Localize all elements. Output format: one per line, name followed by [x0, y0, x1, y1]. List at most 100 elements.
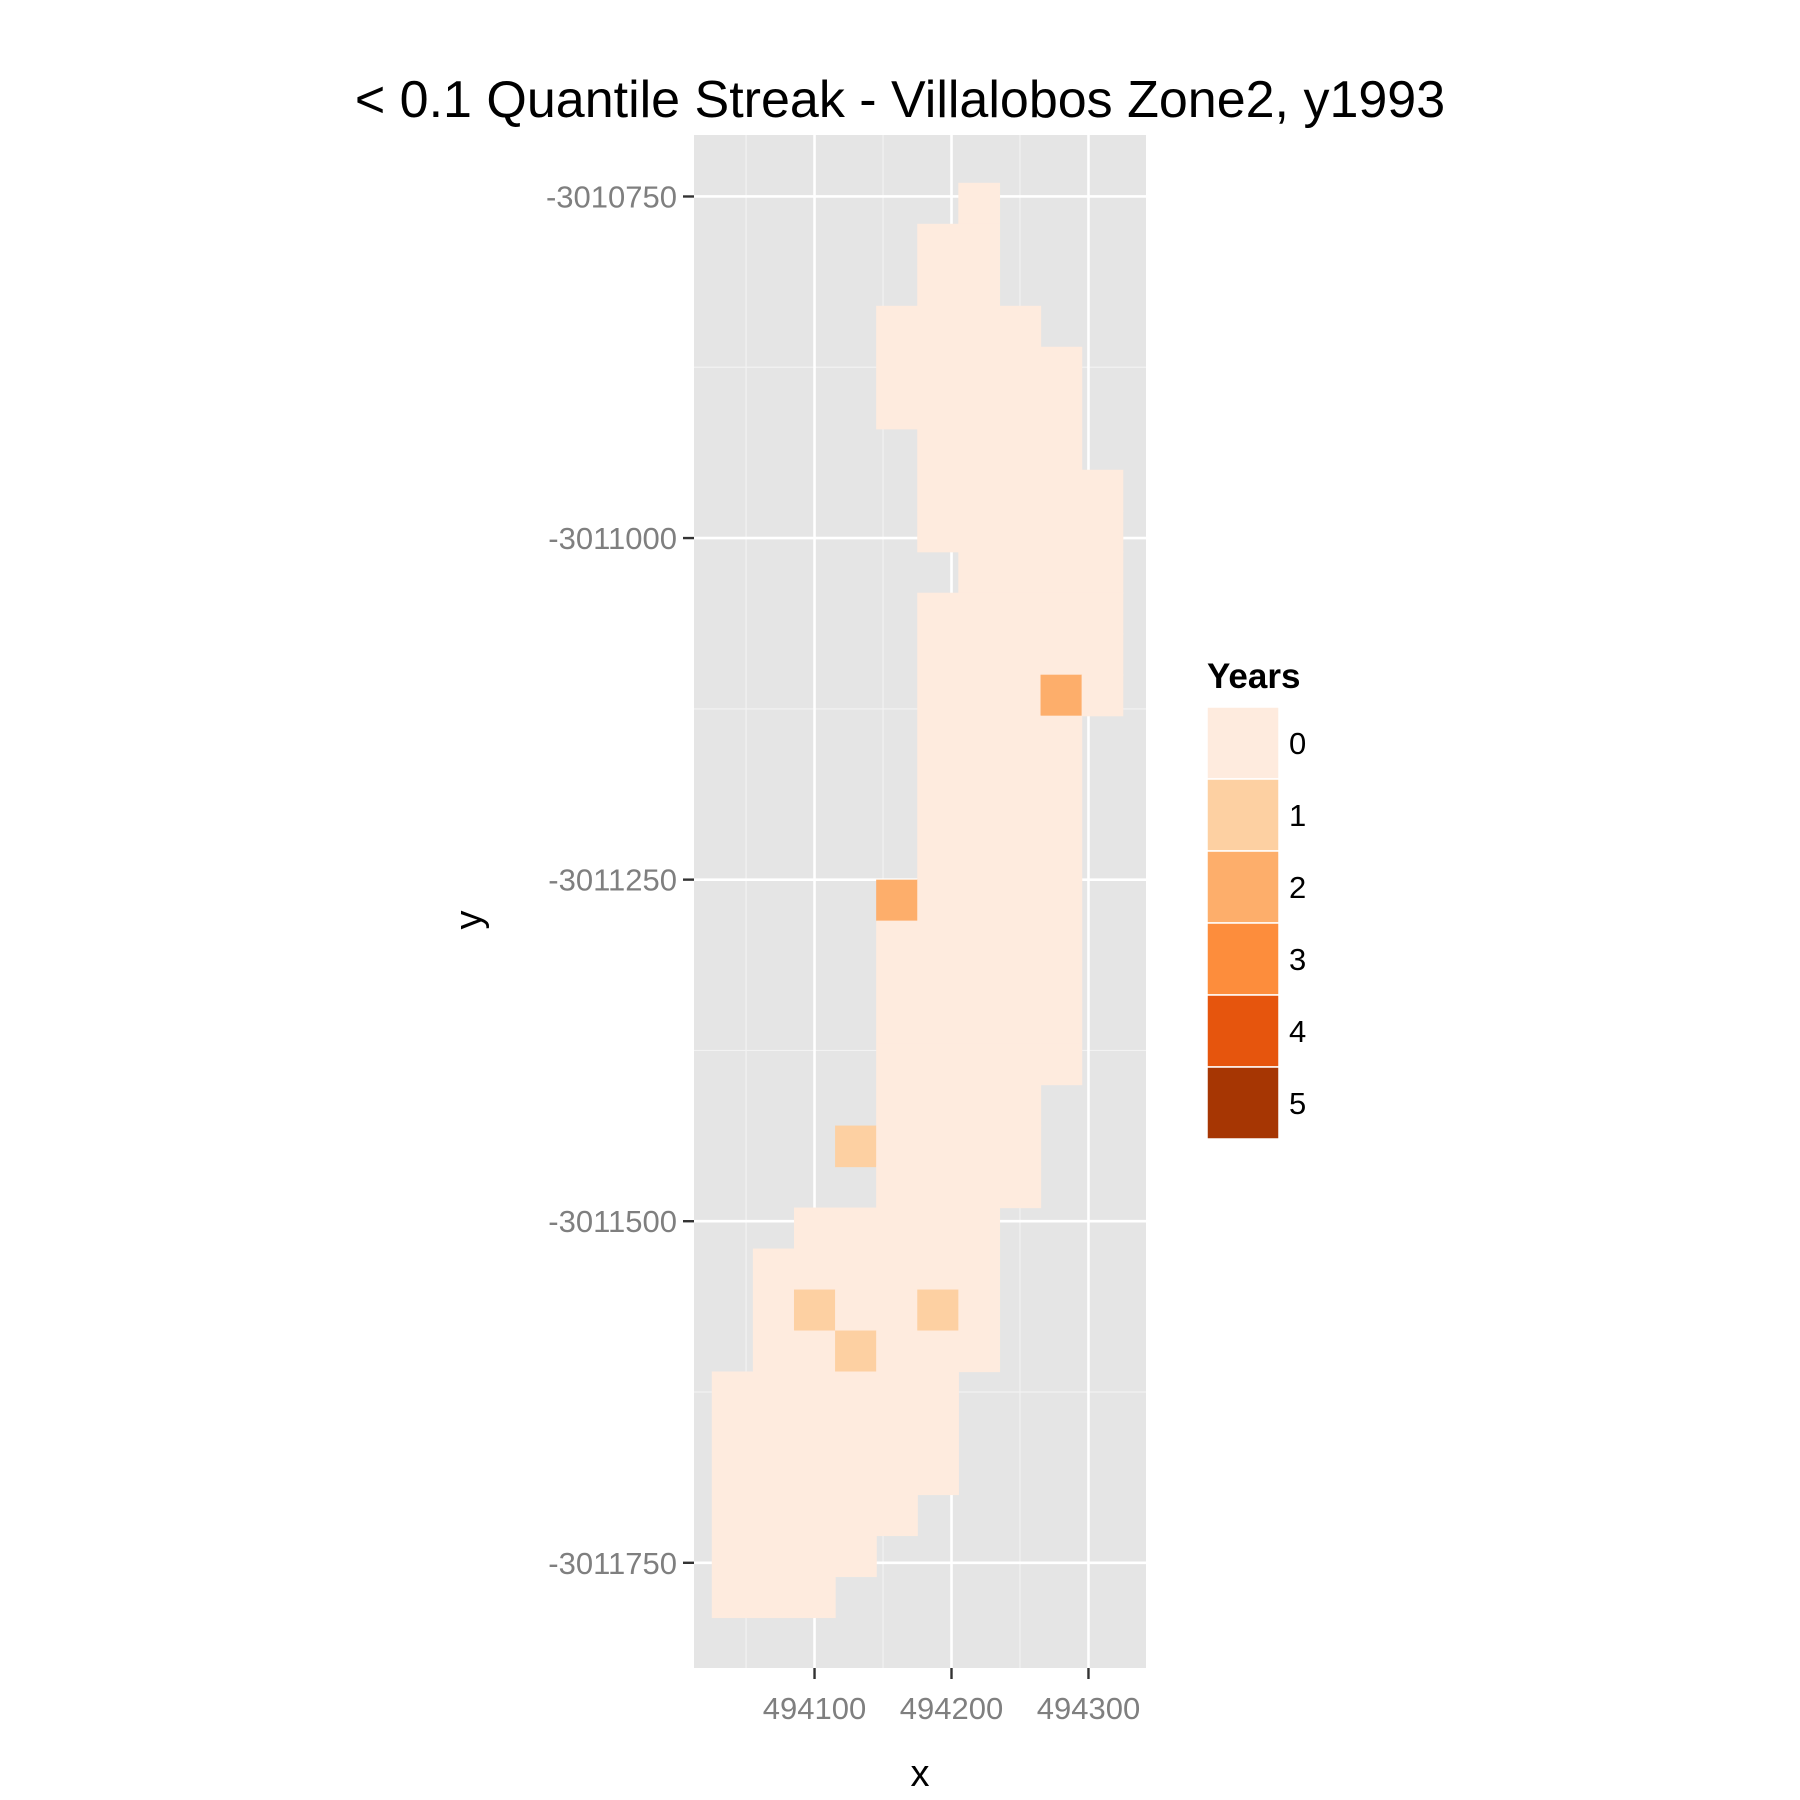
heatmap-cell: [1081, 633, 1124, 676]
heatmap-cells: [711, 182, 1124, 1619]
heatmap-cell: [917, 633, 959, 676]
heatmap-cell: [999, 469, 1042, 512]
heatmap-cell: [999, 674, 1042, 717]
heatmap-cell: [958, 1289, 1001, 1332]
heatmap-cell: [1040, 633, 1083, 676]
heatmap-cell: [958, 551, 1001, 594]
heatmap-cell: [958, 1248, 1001, 1291]
heatmap-cell: [835, 1289, 877, 1332]
heatmap-cell: [1081, 510, 1124, 553]
heatmap-cell: [876, 1330, 918, 1373]
heatmap-cell: [876, 879, 918, 922]
heatmap-cell: [793, 1576, 836, 1619]
heatmap-cell: [917, 1125, 959, 1168]
heatmap-cell: [958, 797, 1001, 840]
heatmap-cell: [1040, 756, 1083, 799]
legend-key-2: [1206, 850, 1280, 924]
heatmap-cell: [917, 715, 959, 758]
heatmap-cell: [876, 387, 918, 430]
heatmap-cell: [1040, 674, 1083, 717]
heatmap-cell: [917, 1207, 959, 1250]
heatmap-cell: [793, 1289, 836, 1332]
heatmap-cell: [1040, 1002, 1083, 1045]
heatmap-cell: [917, 592, 959, 635]
heatmap-cell: [999, 1166, 1042, 1209]
heatmap-cell: [711, 1576, 754, 1619]
heatmap-cell: [917, 1248, 959, 1291]
heatmap-cell: [752, 1494, 795, 1537]
legend-key-1: [1206, 778, 1280, 852]
heatmap-cell: [793, 1494, 836, 1537]
heatmap-cell: [752, 1371, 795, 1414]
heatmap-cell: [876, 1207, 918, 1250]
heatmap-cell: [876, 346, 918, 389]
heatmap-cell: [876, 1289, 918, 1332]
heatmap-cell: [711, 1535, 754, 1578]
heatmap-cell: [958, 264, 1001, 307]
heatmap-cell: [1040, 961, 1083, 1004]
heatmap-cell: [958, 223, 1001, 266]
heatmap-cell: [999, 961, 1042, 1004]
heatmap-cell: [999, 510, 1042, 553]
heatmap-cell: [917, 961, 959, 1004]
heatmap-cell: [1040, 838, 1083, 881]
heatmap-cell: [917, 1453, 959, 1496]
heatmap-cell: [1040, 797, 1083, 840]
heatmap-cell: [876, 1002, 918, 1045]
heatmap-cell: [917, 879, 959, 922]
heatmap-cell: [917, 1166, 959, 1209]
heatmap-cell: [793, 1412, 836, 1455]
x-tick-label: 494200: [900, 1691, 1003, 1726]
heatmap-cell: [793, 1453, 836, 1496]
x-tick-label: 494300: [1037, 1691, 1140, 1726]
heatmap-cell: [1081, 592, 1124, 635]
heatmap-cell: [1040, 510, 1083, 553]
heatmap-cell: [1040, 1043, 1083, 1086]
heatmap-cell: [876, 1043, 918, 1086]
heatmap-cell: [1040, 469, 1083, 512]
heatmap-cell: [999, 387, 1042, 430]
heatmap-cell: [999, 305, 1042, 348]
heatmap-cell: [876, 1125, 918, 1168]
heatmap-cell: [876, 1412, 918, 1455]
heatmap-cell: [1081, 469, 1124, 512]
heatmap-cell: [917, 1330, 959, 1373]
heatmap-cell: [958, 1084, 1001, 1127]
legend-label-4: 4: [1289, 1014, 1306, 1049]
legend-keys: 0 1 2 3 4 5: [1206, 706, 1306, 1140]
heatmap-cell: [1040, 879, 1083, 922]
legend-title: Years: [1207, 657, 1300, 696]
heatmap-cell: [999, 920, 1042, 963]
heatmap-cell: [917, 1412, 959, 1455]
heatmap-cell: [958, 182, 1001, 225]
heatmap-cell: [752, 1289, 795, 1332]
legend-key-3: [1206, 922, 1280, 996]
heatmap-cell: [958, 305, 1001, 348]
heatmap-cell: [999, 879, 1042, 922]
heatmap-cell: [917, 756, 959, 799]
heatmap-cell: [711, 1412, 754, 1455]
heatmap-cell: [876, 1248, 918, 1291]
heatmap-cell: [999, 797, 1042, 840]
heatmap-cell: [958, 1125, 1001, 1168]
heatmap-cell: [958, 387, 1001, 430]
heatmap-cell: [793, 1535, 836, 1578]
heatmap-cell: [835, 1412, 877, 1455]
heatmap-cell: [999, 1084, 1042, 1127]
heatmap-cell: [1040, 551, 1083, 594]
heatmap-cell: [999, 346, 1042, 389]
y-tick-label: -3011000: [548, 521, 677, 556]
heatmap-cell: [917, 1371, 959, 1414]
legend: Years 0 1 2 3 4 5: [1206, 657, 1306, 1140]
heatmap-cell: [917, 1002, 959, 1045]
heatmap-cell: [917, 674, 959, 717]
heatmap-cell: [999, 715, 1042, 758]
heatmap-cell: [876, 1453, 918, 1496]
heatmap-cell: [752, 1248, 795, 1291]
heatmap-cell: [917, 428, 959, 471]
heatmap-cell: [793, 1207, 836, 1250]
y-tick-label: -3011750: [548, 1546, 677, 1581]
heatmap-cell: [752, 1330, 795, 1373]
heatmap-cell: [876, 1371, 918, 1414]
